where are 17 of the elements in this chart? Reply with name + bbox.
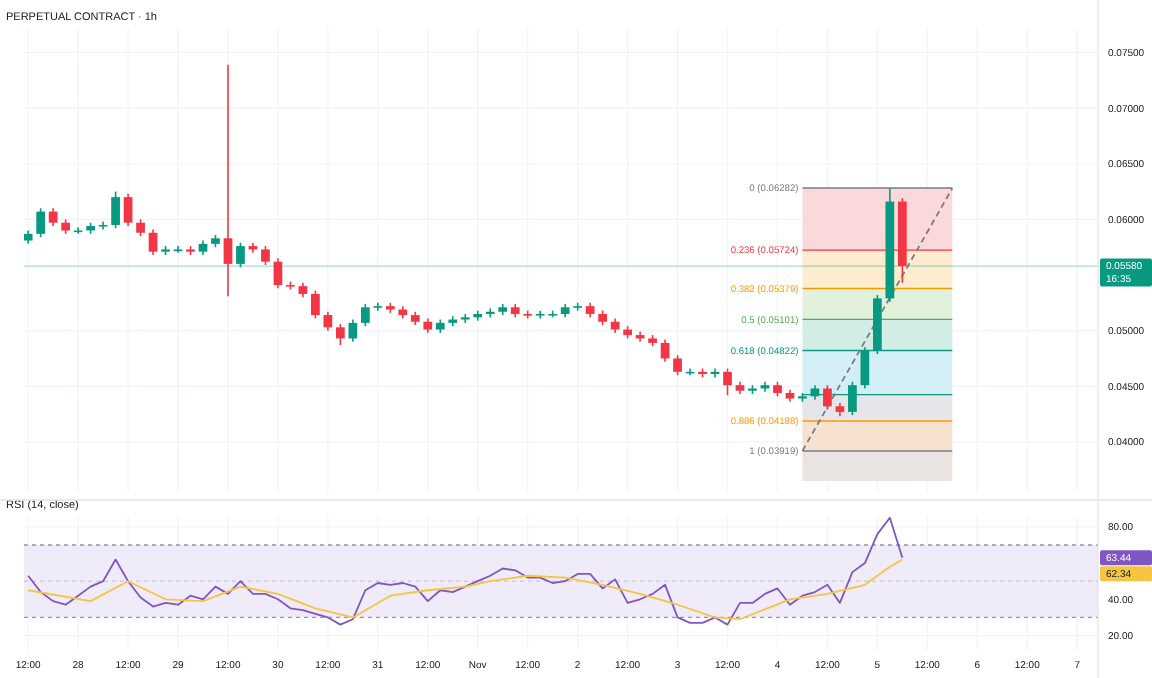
candlestick: [261, 245, 270, 266]
line-series: [27, 516, 904, 626]
candlestick: [173, 245, 183, 254]
candlestick: [336, 323, 345, 346]
candlestick: [273, 257, 283, 290]
candlestick: [236, 241, 245, 269]
candlestick: [323, 310, 333, 332]
candlestick: [485, 307, 495, 319]
candlestick: [723, 367, 732, 396]
candlestick: [36, 207, 46, 238]
candlestick: [311, 289, 320, 320]
candlestick: [123, 192, 133, 227]
candlestick: [111, 190, 120, 230]
candlestick: [348, 318, 358, 343]
candlestick: [673, 354, 682, 376]
candlestick: [823, 384, 832, 411]
candlestick: [148, 228, 158, 256]
